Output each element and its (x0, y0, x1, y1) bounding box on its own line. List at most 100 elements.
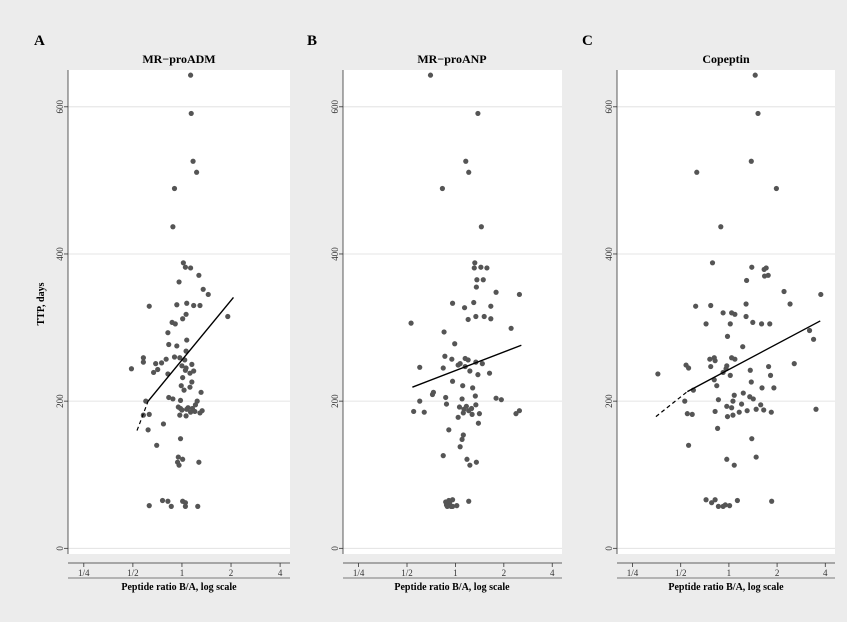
panel-c-data-point (730, 398, 736, 404)
panel-b-data-point (449, 503, 456, 509)
panel-a-fit-line-dashed (136, 400, 149, 431)
panel-b-x-tick-label: 1/2 (401, 568, 413, 578)
panel-a-data-point (189, 379, 195, 385)
panel-c-data-point (753, 406, 759, 412)
panel-c-data-point (730, 412, 736, 418)
panel-a-data-point (198, 389, 204, 395)
panel-c-data-point (718, 224, 724, 230)
panel-b-data-point (513, 411, 519, 417)
panel-a-data-point (158, 360, 165, 366)
panel-a-x-tick-label: 2 (229, 568, 234, 578)
panel-a-y-tick-label: 400 (55, 247, 65, 261)
panel-b-data-point (466, 169, 472, 175)
panel-a-data-point (187, 384, 193, 390)
panel-c-data-point (765, 363, 772, 370)
panel-c-data-point (781, 288, 787, 295)
panel-c-data-point (715, 503, 722, 509)
panel-b-data-point (486, 370, 493, 376)
panel-b-data-point (488, 303, 494, 309)
panel-b-data-point (475, 372, 481, 378)
panel-c-data-point (727, 321, 733, 327)
panel-b-data-point (471, 265, 477, 271)
panel-a-data-point (179, 363, 185, 369)
panel-c-data-point (749, 264, 755, 270)
panel-c-data-point (712, 408, 718, 415)
panel-a-data-point (153, 361, 159, 367)
panel-c: C Copeptin Peptide ratio B/A, log scale … (582, 33, 835, 593)
panel-a-data-point (170, 396, 176, 402)
panel-b-data-point (461, 305, 468, 311)
panel-c-data-point (761, 266, 767, 273)
panel-a-data-point (194, 169, 200, 175)
panel-a-data-point (146, 503, 152, 509)
panel-b-data-point (440, 453, 446, 459)
panel-a-title: MR−proADM (142, 52, 215, 66)
panel-c-data-point (761, 273, 768, 279)
panel-c-y-tick-label: 200 (604, 394, 614, 408)
panel-b-data-point (478, 264, 484, 270)
panel-b-data-point (473, 459, 479, 465)
panel-c-data-point (714, 425, 721, 431)
panel-c-data-point (747, 367, 753, 373)
panel-b-data-point (457, 444, 463, 450)
panel-a-data-point (197, 410, 203, 416)
panel-a-plot-area (68, 70, 290, 554)
panel-a-data-point (177, 397, 184, 404)
panel-c-data-point (731, 462, 737, 468)
panel-a-data-point (146, 411, 152, 417)
panel-a-data-point (200, 286, 206, 292)
panel-b-data-point (484, 265, 490, 271)
panel-b-data-point (488, 316, 494, 322)
panel-a-data-point (182, 503, 189, 509)
panel-a-data-point (196, 459, 202, 465)
panel-a-y-axis-label: TTP, days (36, 282, 47, 325)
panel-a-data-point (183, 413, 189, 419)
panel-c-data-point (743, 313, 749, 320)
panel-a-data-point (175, 454, 181, 460)
panel-c-data-point (693, 303, 699, 309)
panel-a-data-point (170, 224, 176, 230)
panel-a-data-point (154, 442, 160, 448)
panel-a-x-tick-label: 1 (180, 568, 185, 578)
panel-a-data-point (159, 497, 166, 504)
panel-b-data-point (459, 436, 465, 443)
panel-c-data-point (767, 372, 774, 378)
panel-b-x-tick-label: 1/4 (353, 568, 365, 578)
panel-c-data-point (729, 405, 735, 411)
panel-c-x-tick-label: 2 (775, 568, 780, 578)
panel-c-data-point (753, 454, 759, 460)
panel-c-data-point (703, 321, 709, 327)
panel-a-data-point (177, 436, 184, 442)
panel-b-data-point (493, 395, 499, 401)
panel-b-data-point (455, 414, 461, 420)
panel-b-data-point (493, 289, 499, 295)
panel-c-data-point (738, 401, 745, 407)
panel-c-data-point (740, 390, 746, 396)
panel-a-x-tick-label: 1/2 (127, 568, 139, 578)
panel-b-data-point (456, 404, 463, 410)
panel-a-data-point (205, 291, 211, 298)
panel-b-data-point (441, 329, 447, 335)
panel-c-data-point (694, 169, 700, 175)
panel-a-data-point (181, 387, 187, 393)
panel-a-data-point (196, 272, 202, 278)
panel-c-data-point (818, 291, 824, 298)
panel-b-data-point (478, 224, 484, 230)
panel-a-data-point (163, 356, 169, 362)
panel-c-data-point (726, 503, 733, 509)
panel-c-x-axis-label: Peptide ratio B/A, log scale (668, 582, 784, 593)
panel-b-data-point (460, 383, 466, 389)
panel-c-data-point (708, 302, 714, 309)
panel-c-data-point (755, 110, 761, 117)
panel-c-data-point (724, 413, 731, 420)
panel-b-data-point (473, 313, 479, 320)
panel-b-data-point (479, 361, 485, 367)
panel-c-data-point (685, 442, 692, 448)
panel-a-data-point (188, 72, 194, 78)
panel-b-x-tick-label: 1 (453, 568, 458, 578)
panel-c-data-point (732, 356, 738, 362)
panel-a: A MR−proADM TTP, days Peptide ratio B/A,… (34, 33, 290, 593)
panel-a-data-point (174, 302, 180, 308)
panel-a-data-point (195, 503, 201, 509)
panel-b-data-point (464, 456, 470, 462)
